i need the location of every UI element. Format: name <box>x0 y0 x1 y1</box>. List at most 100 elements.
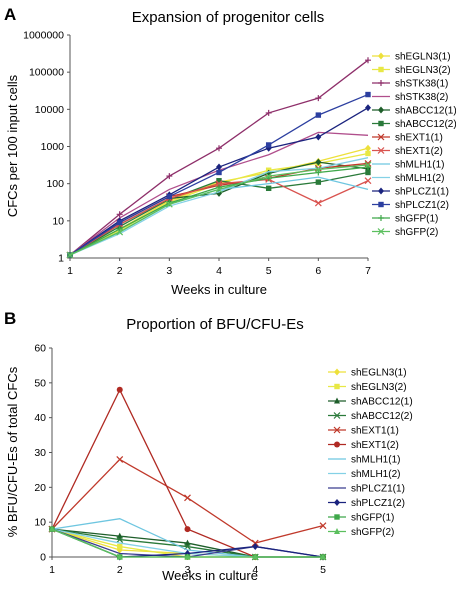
legend-item: shPLCZ1(1) <box>372 187 449 198</box>
data-point <box>116 536 124 544</box>
series-shgfp-2 <box>66 161 372 259</box>
data-point <box>265 185 272 192</box>
y-tick-label: 30 <box>34 447 46 459</box>
legend-item: shEGLN3(2) <box>328 382 407 393</box>
data-point <box>116 211 123 218</box>
x-tick-label: 5 <box>266 265 272 277</box>
legend-label: shABCC12(2) <box>351 411 413 422</box>
data-point <box>184 539 191 546</box>
legend-marker <box>377 228 385 235</box>
data-point <box>166 193 173 200</box>
data-point <box>215 180 223 188</box>
series-line <box>69 157 369 256</box>
y-tick-label: 100000 <box>29 67 64 79</box>
chart-a-legend: shEGLN3(1) shEGLN3(2) shSTK38(1) shSTK38(2)… <box>372 52 456 238</box>
legend-marker <box>334 528 340 534</box>
y-tick-label: 20 <box>34 482 46 494</box>
y-tick-label: 10 <box>52 215 64 227</box>
panel-a: A Expansion of progenitor cells Weeks in… <box>4 5 456 297</box>
series-shext1-2 <box>49 386 326 560</box>
data-point <box>365 144 371 152</box>
data-point <box>116 219 123 226</box>
data-point <box>315 179 322 185</box>
chart-a-plot: 1 10 100 1000 10000 100000 1000000 1 2 3 4 5 6 7 <box>23 30 372 277</box>
x-tick-label: 4 <box>216 265 222 277</box>
legend-marker <box>334 441 340 448</box>
legend-item: shEGLN3(1) <box>328 368 407 379</box>
data-point <box>184 553 191 560</box>
legend-label: shEGLN3(1) <box>351 368 407 379</box>
legend-marker <box>378 187 384 195</box>
data-point <box>116 228 124 236</box>
legend-item: shABCC12(1) <box>328 397 413 408</box>
y-tick-label: 100 <box>46 178 64 190</box>
legend-marker <box>333 426 341 434</box>
legend-marker <box>378 201 384 208</box>
panel-a-letter: A <box>4 5 16 24</box>
chart-b-xlabel: Weeks in culture <box>162 568 258 583</box>
legend-item: shMLH1(1) <box>372 160 444 171</box>
legend-item: shGFP(1) <box>328 513 394 524</box>
data-point <box>365 91 371 98</box>
legend-label: shPLCZ1(1) <box>395 187 449 198</box>
data-point <box>365 150 371 157</box>
x-tick-label: 4 <box>252 564 258 576</box>
data-point <box>216 169 222 176</box>
data-point <box>315 112 322 118</box>
data-point <box>364 177 372 185</box>
legend-label: shEGLN3(1) <box>395 52 451 63</box>
legend-label: shPLCZ1(1) <box>351 484 405 495</box>
legend-marker <box>334 514 340 520</box>
legend-label: shSTK38(2) <box>395 92 448 103</box>
legend-item: shMLH1(2) <box>372 173 444 184</box>
data-point <box>315 95 322 102</box>
data-point <box>216 178 222 184</box>
data-point <box>184 494 191 502</box>
y-tick-label: 40 <box>34 412 46 424</box>
data-point <box>216 163 222 171</box>
y-tick-label: 1000 <box>41 141 65 153</box>
data-point <box>116 386 123 393</box>
legend-label: shSTK38(1) <box>395 79 448 90</box>
legend-item: shEXT1(1) <box>328 426 399 437</box>
data-point <box>166 173 173 180</box>
panel-b: B Proportion of BFU/CFU-Es Weeks in cult… <box>4 309 413 583</box>
legend-item: shEXT1(2) <box>372 146 443 157</box>
legend-label: shEGLN3(2) <box>395 65 451 76</box>
data-point <box>314 199 322 207</box>
chart-b-title: Proportion of BFU/CFU-Es <box>126 316 304 333</box>
legend-label: shMLH1(2) <box>395 173 444 184</box>
data-point <box>49 525 55 532</box>
legend-label: shPLCZ1(2) <box>395 200 449 211</box>
data-point <box>216 145 222 152</box>
legend-item: shSTK38(1) <box>372 79 448 90</box>
y-tick-label: 60 <box>34 343 46 355</box>
legend-item: shPLCZ1(2) <box>328 498 405 509</box>
legend-marker <box>334 368 340 376</box>
legend-marker <box>378 66 384 73</box>
legend-label: shMLH1(2) <box>351 469 400 480</box>
legend-marker <box>378 215 384 221</box>
x-tick-label: 2 <box>117 265 123 277</box>
legend-label: shABCC12(1) <box>395 106 456 117</box>
y-tick-label: 10000 <box>35 104 64 116</box>
legend-item: shMLH1(2) <box>328 469 400 480</box>
data-point <box>184 526 191 533</box>
legend-marker <box>334 397 340 404</box>
data-point <box>319 522 327 530</box>
x-tick-label: 1 <box>49 564 55 576</box>
legend-item: shGFP(2) <box>328 527 394 538</box>
chart-b-ylabel: % BFU/CFU-Es of total CFCs <box>5 366 20 537</box>
series-line <box>69 162 369 256</box>
x-tick-label: 6 <box>315 265 321 277</box>
chart-b-legend: shEGLN3(1) shEGLN3(2) shABCC12(1) shABCC12(… <box>328 368 413 538</box>
legend-label: shGFP(2) <box>351 527 394 538</box>
legend-item: shEXT1(1) <box>372 133 443 144</box>
chart-b-plot: 0 10 20 30 40 50 60 1 2 3 4 5 <box>34 343 327 576</box>
x-tick-label: 3 <box>166 265 172 277</box>
legend-item: shABCC12(2) <box>328 411 413 422</box>
x-tick-label: 3 <box>185 564 191 576</box>
data-point <box>265 109 272 116</box>
legend-label: shPLCZ1(2) <box>351 498 405 509</box>
